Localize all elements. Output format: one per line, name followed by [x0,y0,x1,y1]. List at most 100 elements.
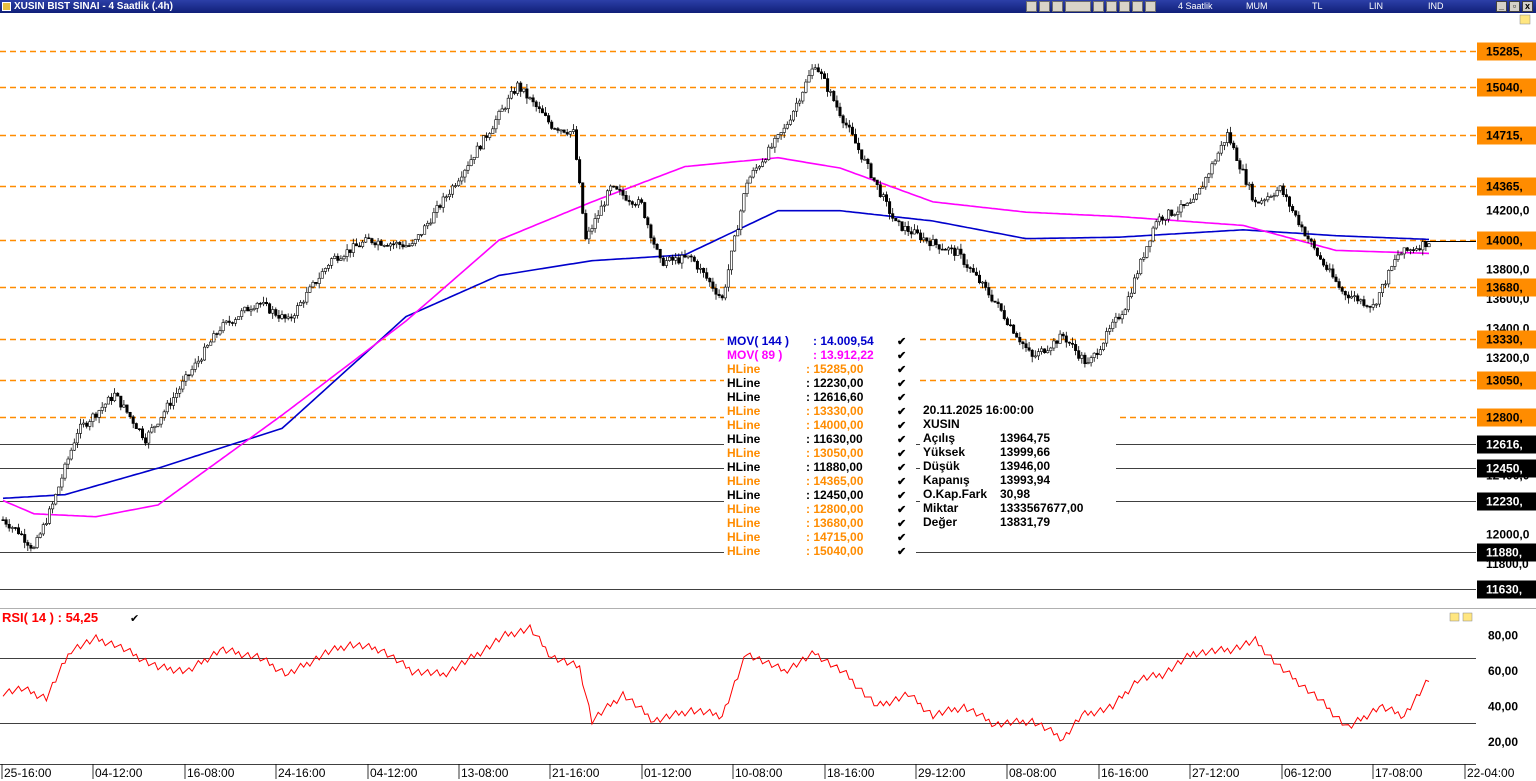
rsi-check-icon[interactable]: ✔ [130,613,139,625]
candle-body [475,145,479,158]
candle-body [698,267,702,270]
time-axis-label: 21-16:00 [552,766,600,780]
candle-body [838,106,842,117]
candle-body [116,392,120,397]
candle-body [1092,352,1096,358]
candle-body [1402,247,1406,255]
candle-body [333,255,337,259]
candle-body [1133,277,1137,294]
candle-body [779,132,783,135]
candle-body [10,527,14,529]
candle-body [103,403,107,408]
info-symbol: XUSIN [923,417,960,431]
candle-body [258,302,262,305]
candle-body [776,134,780,139]
toolbar-button[interactable] [1145,1,1156,12]
candle-body [894,218,898,222]
candle-body [559,129,563,132]
legend-row-value: : 14000,00 [806,418,864,432]
candle-body [695,260,699,270]
candle-body [113,392,117,402]
period-label[interactable]: 4 Saatlik [1178,1,1213,11]
legend-check-icon[interactable]: ✔ [897,546,906,558]
legend-check-icon[interactable]: ✔ [897,434,906,446]
toolbar-button[interactable] [1093,1,1104,12]
currency-label[interactable]: TL [1312,1,1323,11]
candle-body [348,249,352,253]
hline-tag-label: 12616, [1486,438,1523,452]
legend-check-icon[interactable]: ✔ [897,490,906,502]
rsi-pane-close-icon[interactable] [1462,612,1473,622]
candle-body [447,193,451,198]
legend-row-value: : 13680,00 [806,516,864,530]
legend-check-icon[interactable]: ✔ [897,420,906,432]
toolbar-button[interactable] [1052,1,1063,12]
legend-check-icon[interactable]: ✔ [897,518,906,530]
minimize-button[interactable]: _ [1496,1,1507,12]
candle-body [717,293,721,296]
candle-body [863,158,867,161]
candle-body [795,102,799,112]
legend-check-icon[interactable]: ✔ [897,448,906,460]
candle-body [974,271,978,276]
legend-check-icon[interactable]: ✔ [897,462,906,474]
legend-check-icon[interactable]: ✔ [897,378,906,390]
candle-body [137,428,141,431]
candle-body [652,237,656,245]
legend-check-icon[interactable]: ✔ [897,532,906,544]
price-axis[interactable] [1476,13,1536,608]
toolbar-button[interactable] [1065,1,1091,12]
legend-row-value: : 15040,00 [806,544,864,558]
candle-body [1139,258,1143,275]
candle-body [903,226,907,231]
legend-check-icon[interactable]: ✔ [897,504,906,516]
candle-body [981,281,985,284]
candle-body [1390,266,1394,271]
candle-body [788,119,792,125]
rsi-pane-restore-icon[interactable] [1449,612,1460,622]
candle-body [466,165,470,171]
indicator-label[interactable]: IND [1428,1,1444,11]
candle-body [708,278,712,283]
candle-body [900,221,904,231]
chart-area[interactable]: MOV( 144 ) : 14.009,54 MOV( 89 ) : 13.91… [0,13,1536,781]
candle-body [1123,309,1127,315]
candle-body [1015,333,1019,338]
legend-check-icon[interactable]: ✔ [897,476,906,488]
candle-body [444,196,448,199]
candle-body [1374,303,1378,306]
hline-tag-label: 14365, [1486,180,1523,194]
candle-body [1278,185,1282,191]
legend-row-value: : 12450,00 [806,488,864,502]
legend-check-icon[interactable]: ✔ [897,406,906,418]
candle-body [57,486,61,495]
candle-body [35,537,39,548]
scroll-handle-icon[interactable] [1519,14,1531,25]
time-axis-label: 25-16:00 [4,766,52,780]
toolbar-button[interactable] [1039,1,1050,12]
toolbar-button[interactable] [1119,1,1130,12]
candle-body [925,237,929,242]
legend-check-icon[interactable]: ✔ [897,364,906,376]
chart-type-label[interactable]: MUM [1246,1,1268,11]
candle-body [401,244,405,248]
hline-tag-bg [1477,492,1536,511]
legend-check-icon[interactable]: ✔ [897,392,906,404]
scale-label[interactable]: LIN [1369,1,1384,11]
restore-button[interactable]: ▫ [1509,1,1520,12]
toolbar-button[interactable] [1132,1,1143,12]
candle-body [361,241,365,247]
candle-body [1297,214,1301,226]
legend-check-icon[interactable]: ✔ [897,350,906,362]
toolbar-button[interactable] [1106,1,1117,12]
candle-body [857,142,861,151]
candle-body [20,533,24,536]
candle-body [649,224,653,239]
legend-row-value: : 11630,00 [806,432,863,446]
toolbar-button[interactable] [1026,1,1037,12]
legend-check-icon[interactable]: ✔ [897,336,906,348]
candle-body [1306,235,1310,240]
legend-row-name: HLine [727,446,761,460]
close-button[interactable]: x [1522,1,1533,12]
time-axis[interactable]: 25-16:00 04-12:00 16-08:00 24-16:00 04-12:00… [1,764,1515,780]
